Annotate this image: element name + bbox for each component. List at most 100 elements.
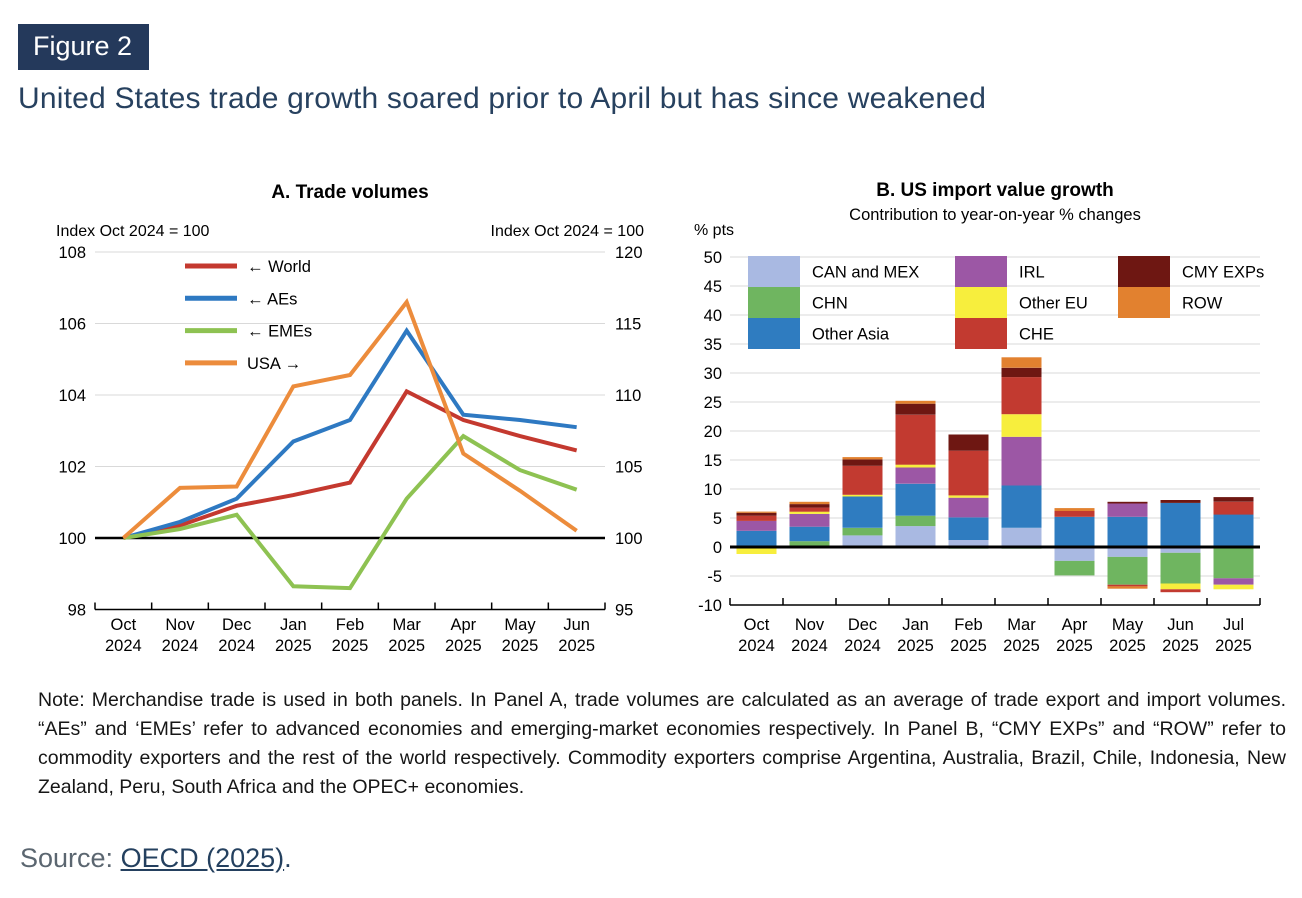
y-tick-label: -10 <box>698 597 722 615</box>
panel-a-month: Nov <box>165 616 195 634</box>
panel-a-month: Apr <box>450 616 476 634</box>
bar-segment-chn-may-2025 <box>1107 556 1148 585</box>
panel-b-year: 2025 <box>1056 637 1093 655</box>
right-tick-label: 100 <box>615 530 643 548</box>
bar-segment-che-jun-2025 <box>1160 589 1201 593</box>
panel-a-year: 2025 <box>275 637 312 655</box>
bar-segment-che-jul-2025 <box>1213 501 1254 515</box>
panel-b-month: Jun <box>1167 616 1194 634</box>
bar-segment-chn-jan-2025 <box>895 515 936 527</box>
panel-a-left-axis-unit: Index Oct 2024 = 100 <box>56 223 210 240</box>
bar-segment-chn-nov-2024 <box>789 541 830 547</box>
trade-volumes-line-chart: A. Trade volumes Index Oct 2024 = 100 Inde… <box>56 182 644 655</box>
us-import-value-growth-bar-chart: B. US import value growth Contribution to… <box>694 180 1264 655</box>
bar-segment-other-eu-dec-2024 <box>842 494 883 497</box>
panel-a-x-labels: Oct 2024 Nov 2024 Dec 2024 Jan 2025 Feb 2025 Mar 20… <box>105 616 595 655</box>
panel-b-legend: CAN and MEX CHN Other Asia IRL Other EU CHE CM… <box>748 256 1264 349</box>
bar-segment-can-and-mex-jun-2025 <box>1160 547 1201 553</box>
bar-segment-irl-may-2025 <box>1107 503 1148 517</box>
bar-segment-can-and-mex-feb-2025 <box>948 540 989 547</box>
panel-a-year: 2024 <box>162 637 199 655</box>
y-tick-label: 0 <box>713 539 722 557</box>
bar-segment-che-dec-2024 <box>842 465 883 495</box>
panel-a-year: 2025 <box>558 637 595 655</box>
bar-segment-cmy-exps-may-2025 <box>1107 501 1148 504</box>
left-tick-label: 106 <box>58 316 86 334</box>
panel-a-year: 2025 <box>388 637 425 655</box>
panel-b-month: Jan <box>902 616 929 634</box>
bar-segment-che-feb-2025 <box>948 450 989 496</box>
source-suffix: . <box>284 843 292 873</box>
panel-b-month: May <box>1112 616 1144 634</box>
y-tick-label: 40 <box>704 307 722 325</box>
bar-segment-other-asia-apr-2025 <box>1054 516 1095 547</box>
panel-a-month: Oct <box>110 616 136 634</box>
bar-segment-other-asia-jun-2025 <box>1160 502 1201 547</box>
panel-b-year: 2024 <box>738 637 775 655</box>
panel-a-month: Mar <box>392 616 421 634</box>
legend-swatch-che <box>955 318 1007 349</box>
panel-a-legend: ← World ← AEs ← EMEs USA → <box>185 258 312 373</box>
source-link[interactable]: OECD (2025) <box>120 843 285 873</box>
bar-segment-can-and-mex-jan-2025 <box>895 526 936 547</box>
panel-a-x-axis <box>94 602 606 611</box>
bar-segment-other-asia-jan-2025 <box>895 483 936 516</box>
panel-b-x-labels: Oct 2024 Nov 2024 Dec 2024 Jan 2025 Feb 2025 Mar 20… <box>738 616 1252 655</box>
panel-b-title: B. US import value growth <box>876 180 1114 201</box>
bar-segment-other-eu-feb-2025 <box>948 495 989 498</box>
legend-label-other-asia: Other Asia <box>812 326 890 344</box>
bar-segment-can-and-mex-may-2025 <box>1107 547 1148 557</box>
panel-a-right-tick-labels: 95 100 105 110 115 120 <box>615 244 643 620</box>
bar-segment-can-and-mex-mar-2025 <box>1001 527 1042 547</box>
series-emes-line <box>123 433 578 591</box>
panel-a-month: May <box>504 616 536 634</box>
bar-segment-irl-nov-2024 <box>789 513 830 527</box>
legend-label-other-eu: Other EU <box>1019 295 1088 313</box>
bar-segment-cmy-exps-jan-2025 <box>895 403 936 415</box>
y-tick-label: 50 <box>704 249 722 267</box>
panel-b-year: 2025 <box>1109 637 1146 655</box>
bar-segment-row-apr-2025 <box>1054 508 1095 511</box>
y-tick-label: -5 <box>707 568 722 586</box>
legend-label-irl: IRL <box>1019 264 1045 282</box>
bar-segment-other-eu-mar-2025 <box>1001 414 1042 437</box>
legend-label-emes: ← EMEs <box>247 323 312 341</box>
bar-segment-cmy-exps-feb-2025 <box>948 434 989 451</box>
bar-segment-row-jan-2025 <box>895 400 936 404</box>
right-tick-label: 115 <box>615 316 641 334</box>
panel-b-bars <box>736 357 1254 593</box>
bar-segment-can-and-mex-apr-2025 <box>1054 547 1095 561</box>
legend-swatch-other-eu <box>955 287 1007 318</box>
bar-segment-chn-dec-2024 <box>842 527 883 536</box>
panel-a-year: 2025 <box>502 637 539 655</box>
panel-b-subtitle: Contribution to year-on-year % changes <box>849 206 1141 224</box>
figure-title: United States trade growth soared prior … <box>18 82 987 115</box>
y-tick-label: 35 <box>704 336 722 354</box>
legend-swatch-irl <box>955 256 1007 287</box>
series-aes-line <box>122 327 577 540</box>
bar-segment-row-may-2025 <box>1107 586 1148 589</box>
bar-segment-other-asia-jul-2025 <box>1213 514 1254 547</box>
panel-a-month: Jan <box>280 616 307 634</box>
bar-segment-other-eu-jul-2025 <box>1213 584 1254 590</box>
bar-segment-chn-jul-2025 <box>1213 547 1254 579</box>
panel-b-year: 2025 <box>1215 637 1252 655</box>
bar-segment-che-oct-2024 <box>736 515 777 521</box>
bar-segment-other-asia-nov-2024 <box>789 526 830 542</box>
panel-b-month: Jul <box>1223 616 1244 634</box>
legend-swatch-other-asia <box>748 318 800 349</box>
y-tick-label: 20 <box>704 423 722 441</box>
bar-segment-other-eu-jun-2025 <box>1160 583 1201 590</box>
panel-a-year: 2025 <box>332 637 369 655</box>
panel-b-year: 2025 <box>950 637 987 655</box>
legend-label-world: ← World <box>247 258 311 276</box>
left-tick-label: 100 <box>58 530 86 548</box>
panel-b-year: 2025 <box>897 637 934 655</box>
panel-b-x-axis <box>729 598 1261 606</box>
y-tick-label: 45 <box>704 278 722 296</box>
legend-label-usa: USA → <box>247 355 301 373</box>
bar-segment-other-asia-may-2025 <box>1107 516 1148 547</box>
bar-segment-che-may-2025 <box>1107 584 1148 587</box>
bar-segment-che-mar-2025 <box>1001 377 1042 415</box>
